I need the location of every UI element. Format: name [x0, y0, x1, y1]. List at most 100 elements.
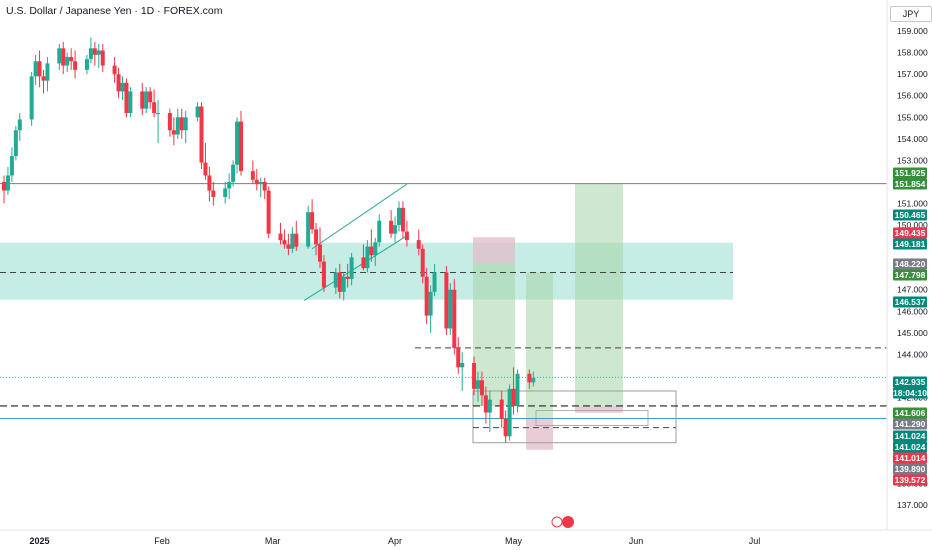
candle-body — [69, 56, 74, 62]
candle-body — [472, 362, 477, 389]
price-tick: 155.000 — [897, 112, 928, 122]
price-badge-label: 139.890 — [895, 464, 926, 474]
event-icon — [551, 516, 563, 528]
candle-body — [262, 181, 267, 191]
candle-body — [171, 130, 176, 135]
candle-body — [393, 225, 398, 234]
price-badge-label: 141.024 — [895, 442, 926, 452]
candle-body — [211, 190, 216, 198]
price-badge — [893, 387, 927, 399]
candle-body — [152, 102, 157, 113]
candle-body — [404, 231, 409, 241]
candle-body — [13, 130, 18, 157]
price-badge-label: 142.935 — [895, 377, 926, 387]
candle-body — [167, 112, 172, 131]
price-badge — [893, 227, 927, 239]
price-tick: 154.000 — [897, 134, 928, 144]
candle-body — [2, 181, 6, 191]
candle-body — [207, 175, 212, 191]
candle-body — [88, 48, 93, 60]
price-tick: 157.000 — [897, 69, 928, 79]
candles — [2, 37, 536, 443]
candle-body — [203, 162, 208, 176]
candle-body — [33, 61, 38, 77]
candle-body — [266, 190, 271, 234]
price-tick: 151.000 — [897, 199, 928, 209]
candle-body — [231, 164, 236, 182]
candle-body — [479, 380, 484, 396]
position-stop-zone — [526, 418, 553, 450]
price-badge — [893, 452, 927, 464]
candle-body — [444, 272, 449, 329]
time-tick: Mar — [265, 536, 281, 546]
candle-body — [337, 272, 342, 292]
price-badge — [893, 441, 927, 453]
candle-body — [179, 117, 184, 131]
candle-body — [389, 220, 394, 234]
candle-body — [314, 229, 319, 245]
price-badge — [893, 463, 927, 475]
candle-body — [400, 207, 405, 232]
position-target-zone — [526, 272, 553, 419]
candle-body — [128, 91, 133, 113]
price-badge-label: 147.798 — [895, 270, 926, 280]
candle-body — [29, 76, 34, 120]
candle-body — [456, 347, 461, 368]
channel-lower-line — [303, 235, 408, 301]
candle-body — [416, 240, 421, 249]
time-tick: Jun — [629, 536, 644, 546]
candle-body — [487, 399, 492, 413]
candle-body — [432, 272, 437, 292]
candle-body — [278, 233, 283, 241]
candle-body — [377, 220, 382, 243]
candle-body — [448, 289, 453, 329]
chart-title: U.S. Dollar / Japanese Yen · 1D · FOREX.… — [6, 5, 223, 17]
candle-body — [235, 121, 240, 165]
candle-body — [527, 373, 532, 383]
range-box-inner — [535, 409, 649, 426]
candle-body — [183, 117, 188, 131]
candle-body — [84, 59, 89, 70]
candle-body — [223, 188, 228, 198]
candle-body — [310, 212, 315, 230]
price-badge — [893, 167, 927, 179]
price-badge-label: 146.537 — [895, 297, 926, 307]
price-tick: 158.000 — [897, 48, 928, 58]
channel-upper-line — [311, 183, 408, 250]
price-axis: 159.000 158.000 157.000 156.000 155.000 154.0… — [886, 0, 928, 530]
price-badge-label: 141.606 — [895, 408, 926, 418]
candle-body — [9, 156, 14, 176]
candle-body — [65, 56, 70, 66]
candle-body — [499, 399, 504, 420]
candle-body — [345, 276, 350, 279]
candle-body — [120, 82, 125, 92]
candle-body — [511, 388, 516, 407]
candle-body — [175, 117, 180, 135]
price-badge — [893, 296, 927, 308]
candle-body — [227, 181, 232, 189]
candle-body — [476, 380, 480, 389]
time-tick: May — [505, 536, 523, 546]
candle-body — [199, 106, 204, 163]
price-badge-label: 149.435 — [895, 228, 926, 238]
candle-body — [140, 91, 145, 109]
time-axis: 2025 Feb Mar Apr May Jun Jul — [0, 529, 932, 546]
candle-body — [116, 74, 121, 92]
price-tick: 146.000 — [897, 306, 928, 316]
candle-body — [349, 257, 354, 279]
candle-body — [100, 50, 105, 66]
price-tick: 150.000 — [897, 220, 928, 230]
candle-body — [282, 240, 287, 245]
price-badge-label: 151.854 — [895, 179, 926, 189]
price-tick: 153.000 — [897, 155, 928, 165]
price-tick: 156.000 — [897, 91, 928, 101]
candle-body — [156, 112, 161, 114]
candle-body — [290, 233, 295, 249]
candle-body — [57, 48, 62, 64]
currency-label[interactable]: JPY — [890, 6, 932, 22]
candle-body — [144, 91, 149, 109]
candle-body — [5, 175, 10, 191]
candle-body — [341, 276, 346, 292]
candle-body — [37, 61, 42, 77]
